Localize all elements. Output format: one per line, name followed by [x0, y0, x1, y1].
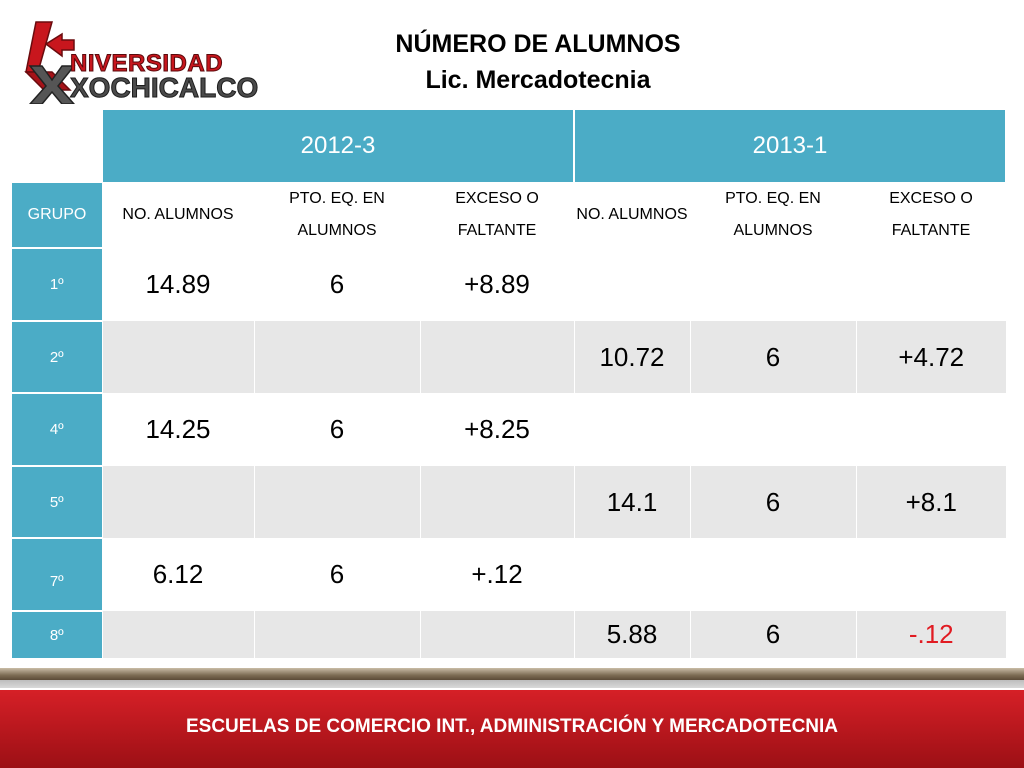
table-cell [101, 466, 254, 538]
period-header: 2013-1 [573, 110, 1007, 182]
table-cell: +8.89 [419, 248, 574, 321]
column-header: EXCESO O FALTANTE [856, 182, 1006, 248]
table-row: 1º 14.89 6 +8.89 [12, 247, 1006, 321]
table-cell [253, 466, 420, 538]
table-cell [253, 321, 420, 393]
group-label: 7º [12, 537, 102, 611]
table-cell [101, 321, 254, 393]
table-cell [689, 248, 856, 321]
title-line2: Lic. Mercadotecnia [425, 66, 651, 94]
table-cell: 6 [689, 321, 856, 393]
table-corner [12, 110, 102, 182]
table-cell [689, 538, 856, 611]
students-table: 2012-3 2013-1 GRUPO NO. ALUMNOS PTO. EQ.… [12, 110, 1007, 658]
column-header: EXCESO O FALTANTE [420, 182, 574, 248]
table-row: 4º 14.25 6 +8.25 [12, 392, 1006, 466]
table-cell [573, 393, 690, 466]
table-cell: 5.88 [573, 611, 690, 658]
period-header: 2012-3 [101, 110, 575, 182]
table-cell [419, 466, 574, 538]
footer-stripe-grey [0, 680, 1024, 688]
table-cell: 6 [689, 611, 856, 658]
table-cell: 6 [253, 538, 420, 611]
table-cell [855, 248, 1006, 321]
group-label: 8º [12, 610, 102, 658]
period-header-row: 2012-3 2013-1 [12, 110, 1007, 182]
sub-header-row: GRUPO NO. ALUMNOS PTO. EQ. EN ALUMNOS EX… [12, 181, 1006, 249]
title-line1: NÚMERO DE ALUMNOS [395, 30, 681, 58]
table-row: 2º 10.72 6 +4.72 [12, 320, 1006, 393]
table-cell: 6 [253, 248, 420, 321]
logo-line2: XOCHICALCO [69, 72, 259, 104]
table-cell-negative: -.12 [855, 611, 1006, 658]
table-cell: +.12 [419, 538, 574, 611]
logo-line1: NIVERSIDAD [69, 50, 224, 78]
table-cell: +8.1 [855, 466, 1006, 538]
university-logo: NIVERSIDAD XOCHICALCO [22, 14, 292, 104]
table-cell [573, 538, 690, 611]
column-header: PTO. EQ. EN ALUMNOS [254, 182, 420, 248]
footer-banner: ESCUELAS DE COMERCIO INT., ADMINISTRACIÓ… [0, 690, 1024, 768]
table-cell: +8.25 [419, 393, 574, 466]
table-cell: 6 [253, 393, 420, 466]
page-title: NÚMERO DE ALUMNOS Lic. Mercadotecnia [300, 26, 776, 98]
table-cell [573, 248, 690, 321]
table-cell: 14.25 [101, 393, 254, 466]
group-label: 1º [12, 247, 102, 321]
group-header: GRUPO [12, 181, 102, 249]
table-cell: 6.12 [101, 538, 254, 611]
table-cell: 10.72 [573, 321, 690, 393]
table-cell [253, 611, 420, 658]
table-row: 5º 14.1 6 +8.1 [12, 465, 1006, 538]
table-cell: 6 [689, 466, 856, 538]
footer-stripe-brown [0, 668, 1024, 680]
logo-emblem-icon [24, 21, 76, 104]
table-cell: +4.72 [855, 321, 1006, 393]
table-cell: 14.89 [101, 248, 254, 321]
table-cell [855, 393, 1006, 466]
table-row: 8º 5.88 6 -.12 [12, 610, 1006, 658]
group-label: 2º [12, 320, 102, 393]
table-cell [419, 611, 574, 658]
footer-text: ESCUELAS DE COMERCIO INT., ADMINISTRACIÓ… [185, 716, 839, 737]
group-label: 4º [12, 392, 102, 466]
group-label: 5º [12, 465, 102, 538]
column-header: NO. ALUMNOS [102, 182, 254, 248]
column-header: NO. ALUMNOS [574, 182, 690, 248]
table-cell [689, 393, 856, 466]
table-cell: 14.1 [573, 466, 690, 538]
table-cell [101, 611, 254, 658]
column-header: PTO. EQ. EN ALUMNOS [690, 182, 856, 248]
table-cell [855, 538, 1006, 611]
table-row: 7º 6.12 6 +.12 [12, 537, 1006, 611]
table-cell [419, 321, 574, 393]
